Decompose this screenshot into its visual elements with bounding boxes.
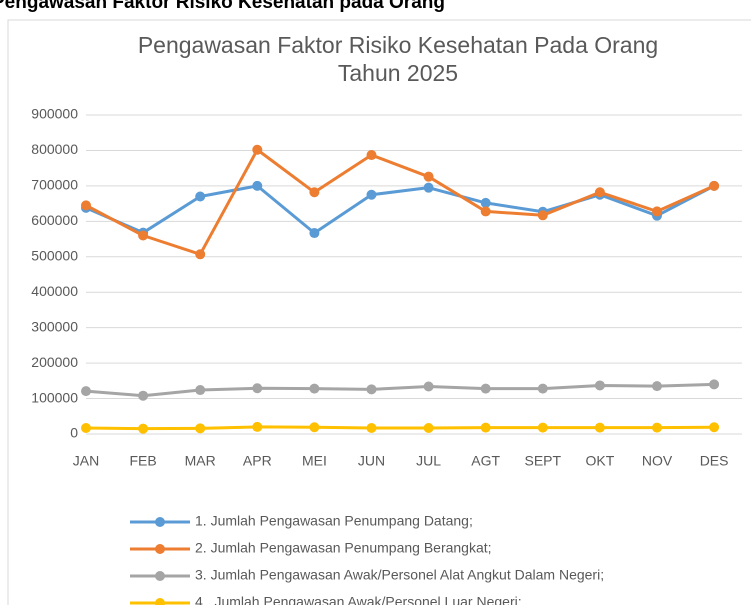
- y-tick-label: 700000: [31, 177, 78, 193]
- x-tick-label: SEPT: [525, 453, 562, 469]
- data-point: [252, 144, 263, 155]
- legend-marker: [155, 571, 165, 581]
- x-tick-label: FEB: [129, 453, 156, 469]
- x-tick-label: OKT: [586, 453, 615, 469]
- data-point: [537, 422, 548, 433]
- x-tick-label: DES: [700, 453, 729, 469]
- data-point: [594, 422, 605, 433]
- data-point: [423, 422, 434, 433]
- x-tick-label: MEI: [302, 453, 327, 469]
- data-point: [195, 191, 206, 202]
- series-line: [85, 148, 715, 256]
- x-tick-label: JAN: [73, 453, 99, 469]
- series-line: [85, 425, 715, 431]
- y-tick-label: 0: [70, 425, 78, 441]
- page-heading: Pengawasan Faktor Risiko Kesehatan pada …: [0, 0, 445, 13]
- legend-marker: [155, 544, 165, 554]
- data-point: [480, 422, 491, 433]
- data-point: [537, 210, 548, 221]
- data-point: [480, 197, 491, 208]
- series-line: [85, 382, 715, 398]
- data-point: [423, 381, 434, 392]
- data-point: [480, 206, 491, 217]
- data-point: [423, 182, 434, 193]
- data-point: [309, 422, 320, 433]
- data-point: [594, 187, 605, 198]
- series-line: [85, 184, 715, 235]
- data-point: [195, 249, 206, 260]
- data-point: [138, 390, 149, 401]
- y-tick-label: 600000: [31, 212, 78, 228]
- data-point: [652, 206, 662, 217]
- data-point: [709, 422, 720, 433]
- data-point: [537, 383, 548, 394]
- data-point: [138, 423, 149, 434]
- data-point: [309, 187, 320, 198]
- data-point: [81, 386, 91, 397]
- legend-label: 4. Jumlah Pengawasan Awak/Personel Luar …: [195, 594, 522, 605]
- data-point: [480, 383, 491, 394]
- x-tick-label: MAR: [185, 453, 216, 469]
- y-tick-label: 200000: [31, 354, 78, 370]
- x-tick-label: JUN: [358, 453, 385, 469]
- data-point: [309, 383, 320, 394]
- data-point: [252, 383, 263, 394]
- chart-frame: [7, 19, 751, 605]
- data-point: [366, 189, 377, 200]
- data-point: [252, 180, 263, 191]
- data-point: [652, 422, 662, 433]
- legend-label: 2. Jumlah Pengawasan Penumpang Berangkat…: [195, 540, 492, 556]
- data-point: [709, 379, 720, 390]
- data-point: [366, 150, 377, 161]
- data-point: [309, 228, 320, 239]
- x-tick-label: NOV: [642, 453, 673, 469]
- data-point: [138, 230, 149, 241]
- data-point: [652, 381, 662, 392]
- legend-marker: [155, 517, 165, 527]
- legend-marker: [155, 598, 165, 605]
- x-tick-label: JUL: [416, 453, 441, 469]
- y-tick-label: 500000: [31, 247, 78, 263]
- chart-title: Pengawasan Faktor Risiko Kesehatan Pada …: [138, 32, 658, 58]
- data-point: [252, 421, 263, 432]
- data-point: [709, 180, 720, 191]
- data-point: [423, 171, 434, 182]
- data-point: [594, 380, 605, 391]
- y-tick-label: 100000: [31, 389, 78, 405]
- x-tick-label: APR: [243, 453, 272, 469]
- legend-label: 3. Jumlah Pengawasan Awak/Personel Alat …: [195, 567, 604, 583]
- data-point: [195, 423, 206, 434]
- legend-label: 1. Jumlah Pengawasan Penumpang Datang;: [195, 513, 473, 529]
- data-point: [81, 422, 91, 433]
- y-tick-label: 800000: [31, 141, 78, 157]
- data-point: [366, 422, 377, 433]
- data-point: [195, 385, 206, 396]
- y-tick-label: 900000: [31, 106, 78, 122]
- chart-title: Tahun 2025: [338, 60, 458, 86]
- y-tick-label: 300000: [31, 318, 78, 334]
- data-point: [81, 200, 91, 211]
- x-tick-label: AGT: [471, 453, 500, 469]
- data-point: [366, 384, 377, 395]
- y-tick-label: 400000: [31, 283, 78, 299]
